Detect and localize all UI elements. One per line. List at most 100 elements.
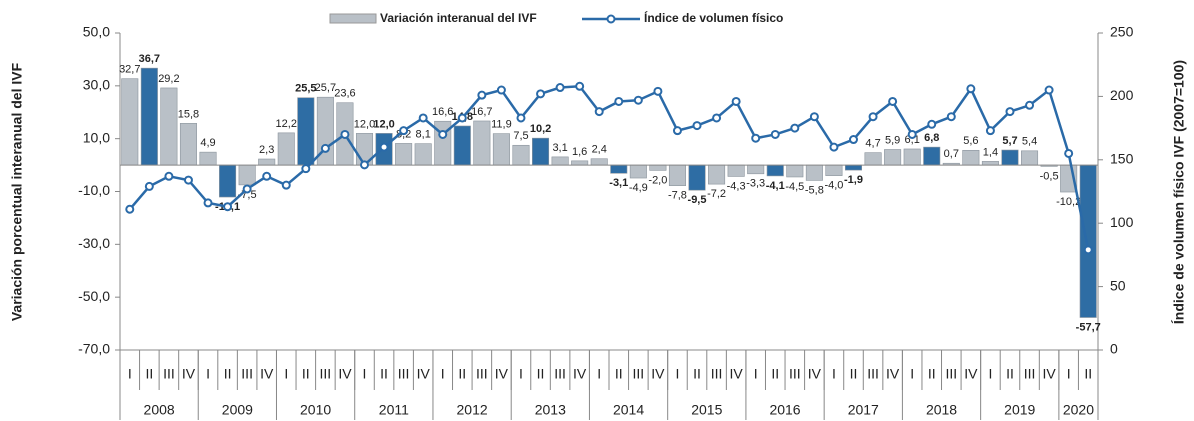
value-label: 25,5 — [295, 83, 316, 95]
y-tick-label: -70,0 — [78, 341, 110, 357]
index-point — [985, 126, 995, 136]
bar — [473, 120, 491, 166]
value-label: -9,5 — [688, 194, 707, 206]
index-point — [888, 96, 898, 106]
x-tick-label: I — [206, 366, 210, 382]
value-label: 25,7 — [315, 82, 336, 94]
value-label: 5,9 — [885, 134, 900, 146]
index-point — [477, 90, 487, 100]
index-point — [399, 126, 409, 136]
x-tick-label: III — [163, 366, 175, 382]
legend-label: Variación interanual del IVF — [380, 11, 537, 25]
value-label: -4,5 — [785, 181, 804, 193]
x-tick-label: III — [241, 366, 253, 382]
bar — [258, 158, 276, 166]
index-point — [829, 142, 839, 152]
index-point — [281, 180, 291, 190]
bar — [610, 164, 628, 174]
value-label: 6,8 — [924, 132, 939, 144]
value-label: -1,9 — [844, 174, 863, 186]
x-tick-label: IV — [964, 366, 978, 382]
bar — [668, 164, 686, 186]
y-axis-title: Variación porcentual interanual del IVF — [9, 62, 25, 321]
bar — [179, 123, 197, 166]
bar — [649, 164, 667, 171]
x-tick-label: III — [554, 366, 566, 382]
year-label: 2016 — [769, 402, 800, 418]
x-tick-label: IV — [808, 366, 822, 382]
x-tick-label: IV — [182, 366, 196, 382]
legend-swatch — [606, 14, 616, 24]
bar — [825, 164, 843, 176]
index-point — [907, 129, 917, 139]
bar — [590, 158, 608, 166]
year-label: 2014 — [613, 402, 644, 418]
value-label: -10,2 — [1056, 196, 1081, 208]
bar — [512, 144, 530, 166]
y-tick-label: -50,0 — [78, 288, 110, 304]
index-point — [672, 126, 682, 136]
x-tick-label: IV — [338, 366, 352, 382]
year-label: 2010 — [300, 402, 331, 418]
index-point — [418, 113, 428, 123]
value-label: 36,7 — [139, 53, 160, 65]
value-label: -7,2 — [707, 188, 726, 200]
year-label: 2019 — [1004, 402, 1035, 418]
x-tick-label: II — [380, 366, 388, 382]
x-tick-label: II — [145, 366, 153, 382]
index-point — [203, 198, 213, 208]
x-tick-label: II — [1006, 366, 1014, 382]
index-point — [1025, 100, 1035, 110]
x-tick-label: IV — [1042, 366, 1056, 382]
x-tick-label: II — [1084, 366, 1092, 382]
year-label: 2015 — [691, 402, 722, 418]
year-label: 2008 — [144, 402, 175, 418]
index-point — [536, 89, 546, 99]
x-tick-label: IV — [495, 366, 509, 382]
bar — [571, 160, 589, 166]
value-label: -3,1 — [609, 177, 628, 189]
bar — [238, 164, 256, 186]
x-tick-label: III — [633, 366, 645, 382]
index-point — [555, 83, 565, 93]
y2-tick-label: 200 — [1110, 87, 1134, 103]
index-point — [575, 81, 585, 91]
x-tick-label: II — [850, 366, 858, 382]
value-label: 2,4 — [592, 144, 607, 156]
y2-tick-label: 250 — [1110, 24, 1134, 40]
bar — [140, 67, 158, 166]
x-tick-label: IV — [730, 366, 744, 382]
bar — [297, 97, 315, 166]
value-label: 4,7 — [865, 138, 880, 150]
bar — [551, 156, 569, 166]
value-label: -4,0 — [824, 180, 843, 192]
bar — [805, 164, 823, 181]
index-point — [633, 95, 643, 105]
legend-label: Índice de volumen físico — [644, 10, 783, 25]
y-tick-label: -30,0 — [78, 235, 110, 251]
index-point — [692, 121, 702, 131]
value-label: -57,7 — [1076, 321, 1101, 333]
bar — [766, 164, 784, 177]
x-tick-label: IV — [651, 366, 665, 382]
index-point — [1044, 85, 1054, 95]
value-label: 12,2 — [276, 118, 297, 130]
x-tick-label: I — [597, 366, 601, 382]
bar — [1079, 164, 1097, 318]
x-tick-label: I — [284, 366, 288, 382]
x-tick-label: I — [441, 366, 445, 382]
x-tick-label: I — [832, 366, 836, 382]
value-label: 7,5 — [513, 130, 528, 142]
bar — [219, 164, 237, 198]
x-tick-label: II — [302, 366, 310, 382]
bar — [844, 164, 863, 171]
value-label: -2,0 — [648, 174, 667, 186]
index-line — [128, 84, 1090, 251]
x-tick-label: II — [537, 366, 545, 382]
bar — [981, 161, 999, 166]
value-label: 6,1 — [905, 134, 920, 146]
x-tick-label: II — [615, 366, 623, 382]
value-label: 16,6 — [432, 106, 453, 118]
bar — [688, 164, 706, 191]
value-label: 8,1 — [416, 129, 431, 141]
